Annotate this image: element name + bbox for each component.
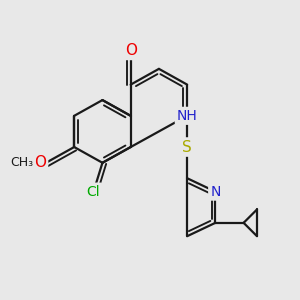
Text: CH₃: CH₃	[11, 156, 34, 169]
Text: O: O	[125, 43, 137, 58]
Text: N: N	[210, 184, 220, 199]
Text: O: O	[34, 155, 46, 170]
Text: Cl: Cl	[87, 184, 100, 199]
Text: NH: NH	[177, 109, 197, 123]
Text: S: S	[182, 140, 192, 154]
